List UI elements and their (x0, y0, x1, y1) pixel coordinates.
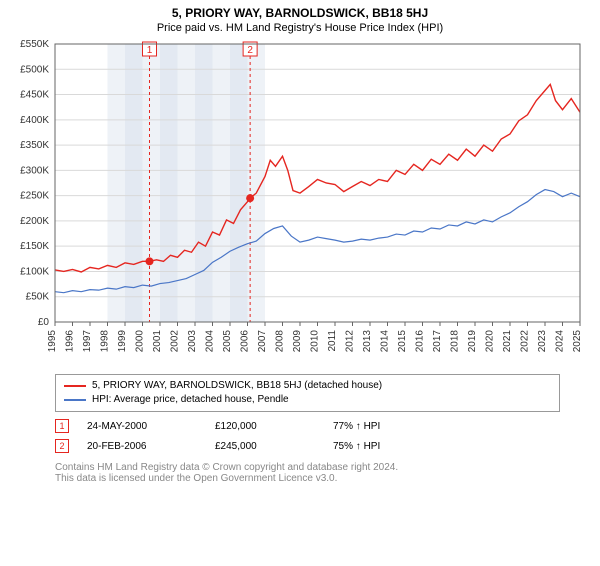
svg-text:£0: £0 (38, 317, 50, 328)
sale-hpi-pct: 77% ↑ HPI (333, 421, 380, 432)
svg-text:2016: 2016 (415, 330, 426, 353)
svg-text:2003: 2003 (187, 330, 198, 353)
footer-line-2: This data is licensed under the Open Gov… (55, 473, 560, 484)
legend-swatch (64, 385, 86, 387)
svg-text:2025: 2025 (572, 330, 583, 353)
svg-text:2000: 2000 (135, 330, 146, 353)
svg-text:2008: 2008 (275, 330, 286, 353)
svg-text:1996: 1996 (65, 330, 76, 353)
svg-text:2002: 2002 (170, 330, 181, 353)
svg-text:2011: 2011 (327, 330, 338, 352)
sale-hpi-pct: 75% ↑ HPI (333, 441, 380, 452)
svg-text:£500K: £500K (20, 64, 49, 75)
legend-label: 5, PRIORY WAY, BARNOLDSWICK, BB18 5HJ (d… (92, 379, 382, 393)
svg-text:£250K: £250K (20, 191, 49, 202)
svg-text:£100K: £100K (20, 266, 49, 277)
svg-text:2: 2 (247, 45, 253, 56)
sale-price: £245,000 (215, 441, 315, 452)
svg-text:£150K: £150K (20, 241, 49, 252)
svg-text:1998: 1998 (100, 330, 111, 353)
sale-date: 20-FEB-2006 (87, 441, 197, 452)
chart-subtitle: Price paid vs. HM Land Registry's House … (0, 22, 600, 34)
svg-text:2024: 2024 (555, 330, 566, 353)
legend-swatch (64, 399, 86, 401)
legend-row: 5, PRIORY WAY, BARNOLDSWICK, BB18 5HJ (d… (64, 379, 551, 393)
sale-marker: 1 (55, 419, 69, 433)
svg-text:2015: 2015 (397, 330, 408, 353)
svg-text:£550K: £550K (20, 39, 49, 50)
sale-price: £120,000 (215, 421, 315, 432)
svg-text:1995: 1995 (47, 330, 58, 353)
svg-text:2020: 2020 (485, 330, 496, 353)
sale-row: 1 24-MAY-2000 £120,000 77% ↑ HPI (55, 416, 560, 436)
svg-text:2023: 2023 (537, 330, 548, 353)
chart-area: £0 £50K £100K £150K £200K £250K £300K £350K £400… (0, 38, 600, 368)
svg-text:2022: 2022 (520, 330, 531, 353)
legend-label: HPI: Average price, detached house, Pend… (92, 393, 289, 407)
svg-text:1999: 1999 (117, 330, 128, 353)
svg-text:£50K: £50K (26, 292, 50, 303)
sale-marker: 2 (55, 439, 69, 453)
svg-text:£200K: £200K (20, 216, 49, 227)
svg-text:1997: 1997 (82, 330, 93, 353)
attribution-footer: Contains HM Land Registry data © Crown c… (55, 462, 560, 484)
svg-text:2018: 2018 (450, 330, 461, 353)
legend: 5, PRIORY WAY, BARNOLDSWICK, BB18 5HJ (d… (55, 374, 560, 412)
sale-date: 24-MAY-2000 (87, 421, 197, 432)
svg-text:2019: 2019 (467, 330, 478, 353)
svg-text:2005: 2005 (222, 330, 233, 353)
sale-points-table: 1 24-MAY-2000 £120,000 77% ↑ HPI 2 20-FEB-200… (55, 416, 560, 456)
svg-text:1: 1 (147, 45, 153, 56)
svg-text:2006: 2006 (240, 330, 251, 353)
svg-text:£300K: £300K (20, 165, 49, 176)
svg-text:2004: 2004 (205, 330, 216, 353)
svg-text:2009: 2009 (292, 330, 303, 353)
svg-text:2007: 2007 (257, 330, 268, 353)
svg-text:2013: 2013 (362, 330, 373, 353)
svg-text:£400K: £400K (20, 115, 49, 126)
svg-text:2014: 2014 (380, 330, 391, 353)
footer-line-1: Contains HM Land Registry data © Crown c… (55, 462, 560, 473)
sale-row: 2 20-FEB-2006 £245,000 75% ↑ HPI (55, 436, 560, 456)
svg-text:2017: 2017 (432, 330, 443, 353)
svg-text:2010: 2010 (310, 330, 321, 353)
svg-text:£350K: £350K (20, 140, 49, 151)
svg-text:£450K: £450K (20, 90, 49, 101)
svg-text:2012: 2012 (345, 330, 356, 353)
svg-text:2001: 2001 (152, 330, 163, 353)
legend-row: HPI: Average price, detached house, Pend… (64, 393, 551, 407)
svg-text:2021: 2021 (502, 330, 513, 353)
line-chart-svg: £0 £50K £100K £150K £200K £250K £300K £350K £400… (0, 38, 600, 368)
chart-title: 5, PRIORY WAY, BARNOLDSWICK, BB18 5HJ (0, 6, 600, 20)
